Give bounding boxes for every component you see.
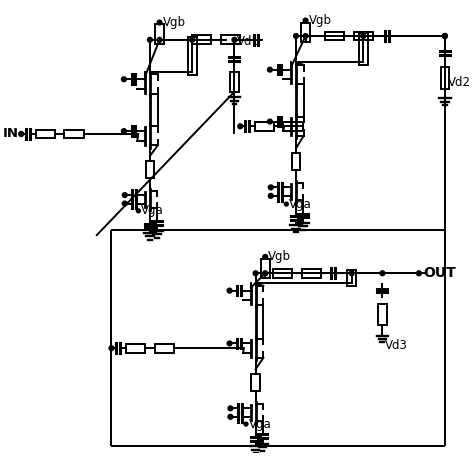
Circle shape <box>109 346 114 351</box>
Circle shape <box>303 34 308 38</box>
Circle shape <box>267 67 273 72</box>
Circle shape <box>268 185 273 190</box>
Bar <box>347 270 356 286</box>
Bar <box>440 67 449 89</box>
Text: IN: IN <box>2 128 18 140</box>
Text: Vga: Vga <box>289 198 312 211</box>
Bar <box>36 130 55 138</box>
Circle shape <box>267 119 273 124</box>
Bar <box>359 33 367 65</box>
Circle shape <box>121 129 126 134</box>
Bar <box>251 374 260 391</box>
Circle shape <box>190 37 195 42</box>
Bar <box>301 23 310 42</box>
Circle shape <box>147 37 152 42</box>
Bar <box>325 32 344 40</box>
Bar <box>155 24 164 44</box>
Bar <box>302 269 321 278</box>
Circle shape <box>263 255 268 259</box>
Bar <box>64 130 83 138</box>
Bar <box>221 36 240 44</box>
Circle shape <box>268 194 273 198</box>
Bar <box>273 269 292 278</box>
Bar <box>255 122 274 131</box>
Circle shape <box>244 422 248 426</box>
Bar <box>146 161 154 178</box>
Circle shape <box>227 288 232 293</box>
Bar <box>354 32 373 40</box>
Circle shape <box>303 18 308 23</box>
Circle shape <box>157 37 162 42</box>
Circle shape <box>19 132 24 136</box>
Circle shape <box>232 37 237 42</box>
Bar <box>188 37 197 75</box>
Text: Vd1: Vd1 <box>237 35 260 48</box>
Circle shape <box>263 271 268 276</box>
Bar <box>230 73 239 91</box>
Bar <box>261 259 270 278</box>
Circle shape <box>417 271 421 276</box>
Circle shape <box>293 34 298 38</box>
Circle shape <box>284 202 288 206</box>
Circle shape <box>228 406 233 411</box>
Text: Vga: Vga <box>249 418 272 431</box>
Circle shape <box>122 201 127 206</box>
Bar <box>283 122 303 131</box>
Circle shape <box>380 271 385 276</box>
Circle shape <box>361 34 365 38</box>
Bar <box>155 344 174 353</box>
Circle shape <box>228 414 233 419</box>
Circle shape <box>349 271 354 276</box>
Circle shape <box>122 193 127 197</box>
Circle shape <box>121 77 126 82</box>
Text: Vgb: Vgb <box>309 14 331 27</box>
Circle shape <box>442 34 447 38</box>
Circle shape <box>227 341 232 346</box>
Bar <box>378 304 387 325</box>
Circle shape <box>137 209 140 213</box>
Text: Vga: Vga <box>141 204 164 217</box>
Circle shape <box>442 34 447 38</box>
Text: Vd2: Vd2 <box>448 76 471 89</box>
Circle shape <box>253 271 258 276</box>
Text: Vgb: Vgb <box>268 250 291 263</box>
Text: Vd3: Vd3 <box>385 339 408 352</box>
Circle shape <box>238 124 243 129</box>
Bar <box>292 153 300 170</box>
Text: OUT: OUT <box>424 266 456 280</box>
Bar <box>126 344 145 353</box>
Bar <box>192 36 211 44</box>
Text: Vgb: Vgb <box>163 16 185 29</box>
Circle shape <box>157 20 162 25</box>
